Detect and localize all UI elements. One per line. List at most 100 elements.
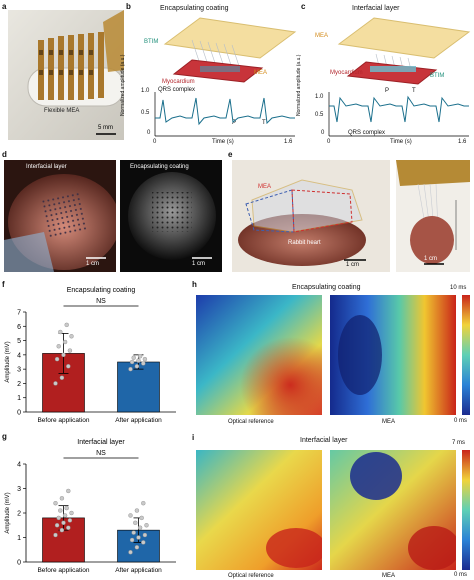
data-point (69, 334, 74, 339)
encapsulating-coating-label: Encapsulating coating (130, 164, 189, 170)
y-tick-label: 3 (17, 486, 21, 493)
y-axis-title: Normalized amplitude (a.u.) (120, 54, 126, 116)
panel-letter-g: g (2, 432, 7, 441)
scale-bar-label: 1 cm (346, 262, 360, 268)
chart-title: Interfacial layer (77, 439, 125, 446)
data-point (59, 527, 65, 533)
mea-map-label: MEA (382, 573, 396, 579)
data-point (53, 381, 58, 386)
data-point (128, 549, 133, 555)
y-tick-label: 4 (17, 352, 21, 359)
data-point (59, 496, 65, 501)
qrs-label: QRS complex (158, 87, 196, 93)
y-tick-label: 5 (17, 338, 21, 345)
amplitude-bar-chart-interfacial: Interfacial layer 0 1 2 3 4 Amplitude (mV) Befo… (5, 439, 176, 574)
t-wave-label: T (412, 88, 416, 94)
data-point (56, 344, 61, 349)
data-point (54, 356, 60, 362)
label-myocardium: Myocardium (162, 79, 195, 85)
data-point (128, 366, 133, 372)
xtick-end: 1.6 (284, 139, 293, 145)
xtick-0: 0 (153, 139, 157, 145)
data-point (64, 505, 69, 511)
data-point (61, 520, 66, 526)
data-point (144, 523, 149, 528)
scale-bar-label: 5 mm (98, 125, 113, 131)
ytick-2: 0.5 (141, 110, 150, 116)
y-tick-label: 0 (17, 560, 21, 567)
data-point (66, 488, 71, 494)
x-tick-label: After application (115, 417, 162, 424)
optical-reference-label: Optical reference (228, 419, 274, 425)
label-mea: MEA (315, 33, 329, 39)
scale-bar-label: 1 cm (192, 261, 206, 267)
t-wave-label: T (262, 120, 266, 126)
heart-photo-interfacial: Interfacial layer 1 cm (4, 160, 116, 272)
hanging-heart-photo: 1 cm (396, 160, 470, 272)
data-point (131, 355, 136, 360)
data-point (141, 540, 146, 545)
optical-reference-map (196, 295, 322, 415)
ytick-1: 1.0 (315, 94, 324, 100)
label-btim: BTIM (144, 39, 159, 45)
y-tick-label: 3 (17, 367, 21, 374)
y-tick-label: 2 (17, 511, 21, 518)
panel-letter-c: c (301, 2, 306, 11)
y-tick-label: 4 (17, 462, 21, 469)
rabbit-heart-label: Rabbit heart (288, 240, 321, 246)
ytick-2: 0.5 (315, 112, 324, 118)
panel-letter-b: b (126, 2, 131, 11)
data-point (142, 356, 148, 362)
data-point (56, 515, 61, 521)
amplitude-bar-chart-encapsulating: Encapsulating coating 0 1 2 3 4 5 6 7 Amplitude (… (5, 287, 176, 424)
x-axis-title: Time (s) (390, 139, 412, 145)
x-axis-title: Time (s) (212, 139, 234, 145)
heart-photo-encapsulating: Encapsulating coating 1 cm (120, 160, 222, 272)
y-tick-label: 2 (17, 381, 21, 388)
data-point (59, 375, 65, 380)
encapsulating-schematic (163, 17, 297, 83)
xtick-end: 1.6 (458, 139, 467, 145)
data-point (53, 500, 58, 506)
data-point (69, 510, 74, 516)
label-btim: BTIM (430, 73, 445, 79)
mea-activation-map (330, 295, 456, 415)
data-point (136, 358, 141, 363)
data-point (137, 525, 143, 530)
panel-b-title: Encapsulating coating (160, 5, 229, 12)
ytick-3: 0 (321, 130, 325, 136)
data-point (133, 520, 138, 526)
optical-reference-label: Optical reference (228, 573, 274, 579)
data-point (141, 500, 146, 506)
data-point (67, 348, 73, 353)
interfacial-layer-label: Interfacial layer (26, 164, 67, 170)
mea-map-label: MEA (382, 419, 396, 425)
significance-label: NS (96, 450, 106, 457)
scale-bar-label: 1 cm (424, 256, 438, 262)
x-tick-label: Before application (37, 567, 89, 574)
y-axis-title: Amplitude (mV) (5, 492, 11, 533)
data-point (66, 525, 71, 530)
chart-title: Encapsulating coating (67, 287, 136, 294)
data-point (58, 508, 63, 513)
y-tick-label: 0 (17, 410, 21, 417)
data-point (61, 352, 66, 358)
significance-label: NS (96, 298, 106, 305)
colorbar-h (462, 295, 470, 415)
panel-i-title: Interfacial layer (300, 437, 348, 444)
data-point (131, 530, 136, 535)
y-tick-label: 1 (17, 395, 21, 402)
data-point (136, 535, 141, 540)
ecg-trace-b (154, 92, 295, 137)
interfacial-schematic (337, 17, 471, 85)
data-point (134, 508, 140, 513)
panel-letter-d: d (2, 150, 7, 159)
optical-reference-map (196, 450, 322, 570)
y-axis-title: Normalized amplitude (a.u.) (296, 54, 302, 116)
data-point (134, 364, 140, 369)
data-point (128, 513, 133, 518)
panel-letter-f: f (2, 280, 5, 289)
panel-letter-e: e (228, 150, 233, 159)
p-wave-label: P (385, 88, 390, 94)
flexible-mea-photo: Flexible MEA 5 mm (8, 10, 124, 140)
